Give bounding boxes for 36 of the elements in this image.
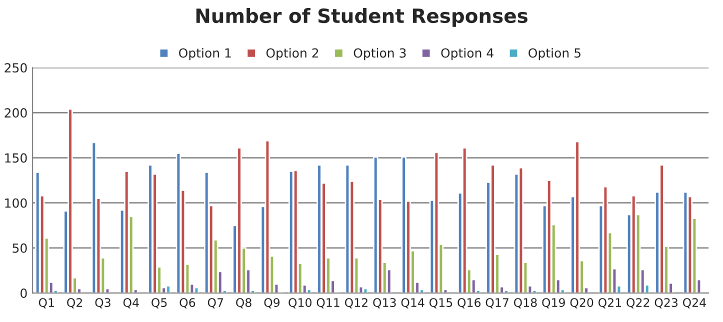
x-tick-label: Q17 (486, 298, 508, 308)
x-tick-label: Q14 (401, 298, 424, 308)
x-tick-label: Q2 (67, 298, 82, 308)
x-tick-label: Q11 (316, 298, 340, 308)
x-tick-label: Q22 (626, 298, 650, 308)
x-tick-label: Q19 (542, 298, 565, 308)
x-tick-label: Q18 (514, 298, 537, 308)
x-tick-label: Q12 (344, 298, 368, 308)
x-tick-label: Q24 (682, 298, 706, 308)
x-tick-label: Q6 (180, 298, 196, 308)
y-tick-label: 100 (5, 198, 27, 208)
x-tick-label: Q23 (654, 298, 678, 308)
x-tick-label: Q8 (236, 298, 252, 308)
legend-label: Option 2 (266, 48, 318, 60)
y-tick-label: 50 (12, 243, 27, 253)
y-tick-label: 200 (4, 108, 27, 118)
x-tick-label: Q5 (152, 298, 167, 308)
legend-label: Option 1 (179, 48, 231, 60)
legend-label: Option 5 (528, 48, 580, 60)
y-tick-label: 250 (4, 63, 27, 73)
x-tick-label: Q16 (458, 298, 481, 308)
legend-label: Option 4 (441, 48, 494, 60)
x-tick-label: Q13 (373, 298, 396, 308)
x-tick-label: Q21 (598, 298, 622, 308)
x-tick-label: Q4 (123, 298, 139, 308)
chart-title: Number of Student Responses (196, 8, 528, 27)
x-tick-label: Q10 (288, 298, 312, 308)
x-tick-label: Q9 (264, 298, 280, 308)
x-tick-label: Q7 (208, 298, 224, 308)
legend-label: Option 3 (354, 48, 406, 60)
y-tick-label: 150 (5, 153, 27, 163)
x-tick-label: Q3 (95, 298, 110, 308)
x-tick-label: Q1 (38, 298, 54, 308)
x-tick-label: Q15 (429, 298, 452, 308)
y-tick-label: 0 (20, 288, 27, 298)
x-tick-label: Q20 (570, 298, 594, 308)
